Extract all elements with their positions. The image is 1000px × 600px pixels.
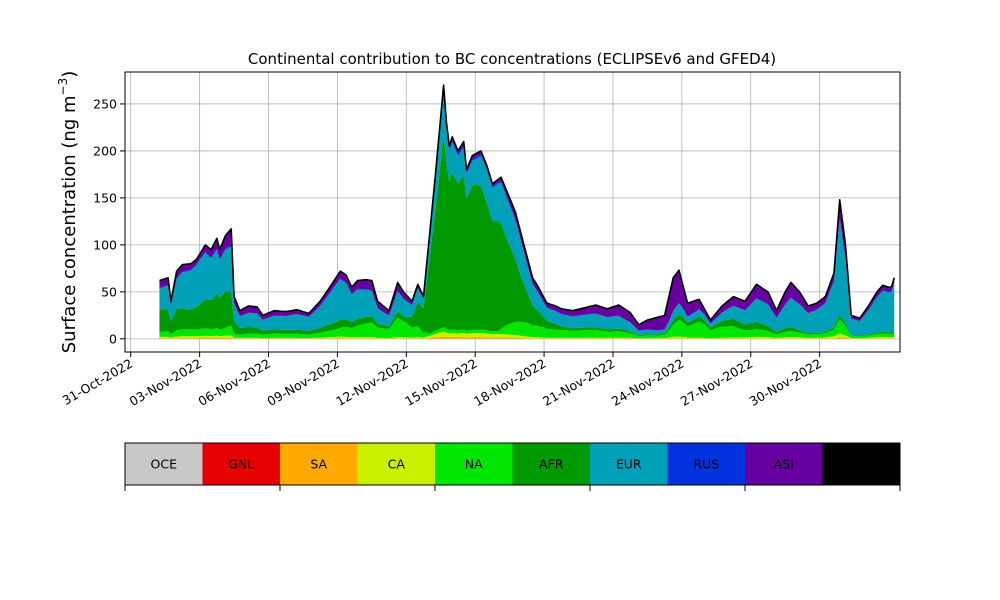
area-series-asi <box>159 85 895 331</box>
y-axis-label-exponent: −3 <box>56 78 70 96</box>
x-tick-label: 31-Oct-2022 <box>60 356 136 408</box>
y-tick-label: 50 <box>101 284 117 299</box>
x-tick-label: 27-Nov-2022 <box>678 356 755 409</box>
chart-title: Continental contribution to BC concentra… <box>248 50 776 68</box>
y-axis-label: Surface concentration (ng m−3) <box>56 71 80 354</box>
x-tick-label: 24-Nov-2022 <box>609 356 686 409</box>
legend-label-oce: OCE <box>151 457 178 472</box>
area-series-eur <box>159 92 895 336</box>
x-tick-label: 30-Nov-2022 <box>747 356 824 409</box>
x-tick-label: 03-Nov-2022 <box>127 356 204 409</box>
legend-label-na: NA <box>465 457 483 472</box>
legend-swatch-oce <box>125 443 203 485</box>
legend-label-rus: RUS <box>693 457 719 472</box>
legend-label-gnl: GNL <box>228 457 254 472</box>
y-tick-label: 0 <box>109 331 117 346</box>
legend-layer: OCE GNL SA CA NA AFR EUR RUS ASI AUS <box>124 442 901 491</box>
legend-swatch-gnl <box>202 443 280 485</box>
x-tick-label: 12-Nov-2022 <box>333 356 410 409</box>
legend-swatch-ca <box>357 443 435 485</box>
y-axis-label-main: Surface concentration (ng m <box>59 95 80 353</box>
legend-label-sa: SA <box>310 457 327 472</box>
area-series-na <box>159 317 895 339</box>
x-tick-label: 06-Nov-2022 <box>196 356 273 409</box>
legend-label-aus: AUS <box>848 457 874 472</box>
plot-frame <box>124 71 901 353</box>
legend-swatch-na <box>435 443 513 485</box>
legend-swatch-asi <box>745 443 823 485</box>
x-tick-label: 09-Nov-2022 <box>264 356 341 409</box>
legend-frame <box>124 442 901 486</box>
y-axis-label-close: ) <box>59 71 80 78</box>
legend-swatch-afr <box>512 443 590 485</box>
x-tick-label: 21-Nov-2022 <box>540 356 617 409</box>
area-series-afr <box>159 134 895 337</box>
area-series-ca <box>159 331 895 339</box>
legend-swatch-rus <box>667 443 745 485</box>
legend-label-eur: EUR <box>616 457 642 472</box>
y-tick-label: 100 <box>93 237 117 252</box>
legend-swatch-aus <box>822 443 900 485</box>
area-series-rus <box>159 89 895 331</box>
x-tick-label: 18-Nov-2022 <box>471 356 548 409</box>
legend-swatch-sa <box>280 443 358 485</box>
legend-label-ca: CA <box>388 457 406 472</box>
x-tick-label: 15-Nov-2022 <box>402 356 479 409</box>
y-tick-label: 200 <box>93 143 117 158</box>
legend-label-afr: AFR <box>539 457 564 472</box>
legend-label-asi: ASI <box>774 457 794 472</box>
y-tick-label: 250 <box>93 96 117 111</box>
area-layer <box>159 84 896 339</box>
area-series-sa <box>159 336 895 339</box>
legend-swatch-eur <box>590 443 668 485</box>
total-outline-line <box>159 84 896 326</box>
y-tick-label: 150 <box>93 190 117 205</box>
